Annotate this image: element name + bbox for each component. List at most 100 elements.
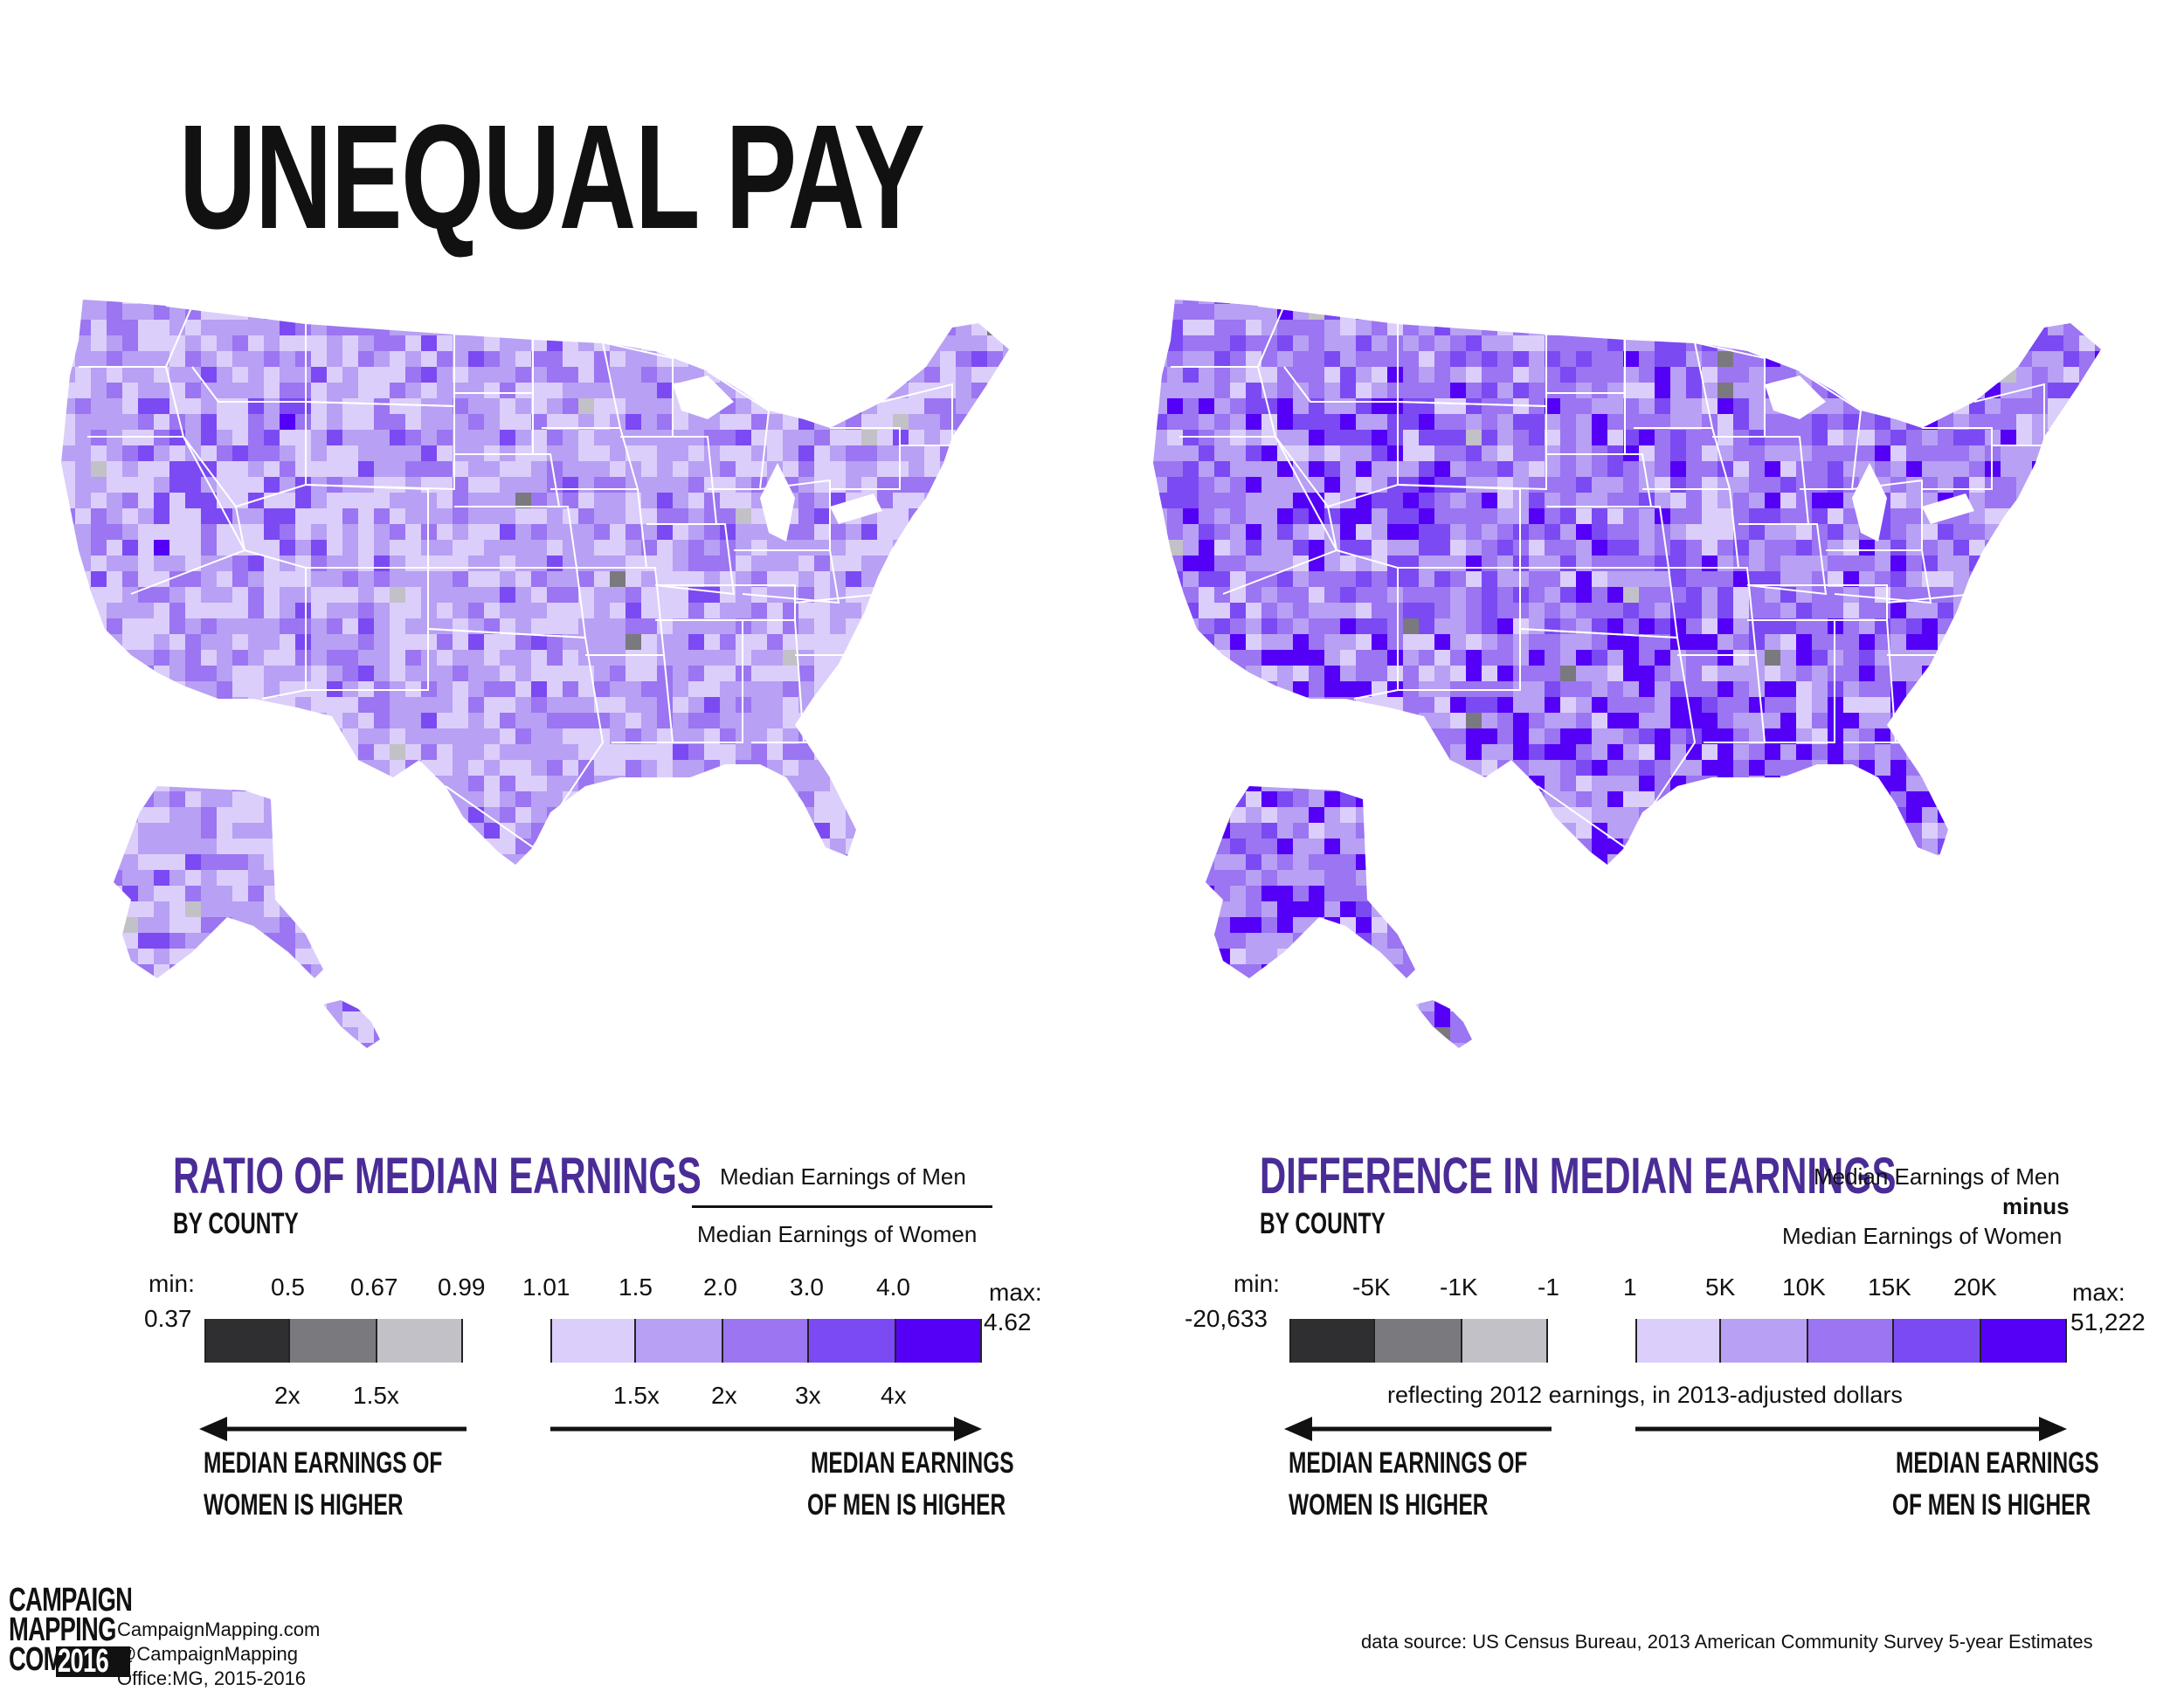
county-cell bbox=[2126, 335, 2143, 352]
county-cell bbox=[641, 618, 658, 635]
county-cell bbox=[342, 839, 359, 855]
county-cell bbox=[154, 807, 170, 824]
county-cell bbox=[2111, 430, 2127, 446]
county-cell bbox=[232, 571, 249, 588]
county-cell bbox=[342, 288, 359, 305]
county-cell bbox=[531, 571, 548, 588]
county-cell bbox=[1167, 288, 1184, 305]
county-cell bbox=[909, 1011, 925, 1028]
county-cell bbox=[1843, 304, 1860, 321]
county-cell bbox=[657, 964, 674, 981]
county-cell bbox=[1513, 603, 1530, 619]
county-cell bbox=[1749, 414, 1766, 431]
county-cell bbox=[185, 320, 202, 336]
county-cell bbox=[2095, 603, 2111, 619]
county-cell bbox=[2001, 320, 2017, 336]
county-cell bbox=[500, 634, 516, 651]
county-cell bbox=[484, 713, 501, 729]
county-cell bbox=[1151, 618, 1168, 635]
county-cell bbox=[1529, 524, 1545, 541]
county-cell bbox=[798, 791, 815, 808]
county-cell bbox=[767, 603, 784, 619]
county-cell bbox=[1922, 477, 1939, 493]
county-cell bbox=[547, 288, 563, 305]
county-cell bbox=[2142, 587, 2159, 604]
county-cell bbox=[1670, 304, 1687, 321]
county-cells bbox=[44, 288, 1118, 1057]
county-cell bbox=[909, 964, 925, 981]
county-cell bbox=[924, 917, 941, 934]
county-cell bbox=[1765, 524, 1781, 541]
county-cell bbox=[1670, 540, 1687, 556]
county-cell bbox=[1875, 414, 1891, 431]
county-cell bbox=[987, 367, 1004, 383]
county-cell bbox=[107, 839, 123, 855]
county-cell bbox=[1097, 776, 1114, 792]
county-cell bbox=[248, 351, 265, 368]
county-cell bbox=[846, 760, 862, 776]
county-cell bbox=[877, 666, 894, 682]
county-cell bbox=[814, 571, 831, 588]
county-cell bbox=[453, 713, 469, 729]
county-cell bbox=[830, 398, 847, 415]
county-cell bbox=[940, 461, 957, 478]
county-cell bbox=[783, 445, 799, 462]
county-cell bbox=[358, 886, 375, 902]
county-cell bbox=[1113, 335, 1118, 352]
county-cell bbox=[531, 744, 548, 761]
county-cell bbox=[1969, 571, 1986, 588]
county-cell bbox=[1560, 477, 1577, 493]
county-cell bbox=[1019, 964, 1035, 981]
county-cell bbox=[44, 508, 60, 525]
county-cell bbox=[846, 807, 862, 824]
county-cell bbox=[1545, 508, 1561, 525]
county-cell bbox=[390, 728, 406, 745]
county-cell bbox=[814, 744, 831, 761]
county-cell bbox=[1003, 791, 1019, 808]
county-cell bbox=[405, 697, 422, 714]
county-cell bbox=[201, 351, 218, 368]
county-cell bbox=[185, 901, 202, 918]
county-cell bbox=[358, 901, 375, 918]
county-cell bbox=[107, 697, 123, 714]
county-cell bbox=[531, 508, 548, 525]
county-cell bbox=[846, 933, 862, 949]
county-cell bbox=[1019, 320, 1035, 336]
county-cell bbox=[1529, 571, 1545, 588]
county-cell bbox=[1003, 634, 1019, 651]
county-cell bbox=[185, 933, 202, 949]
county-cell bbox=[1686, 508, 1703, 525]
county-cell bbox=[75, 571, 92, 588]
county-cell bbox=[374, 697, 390, 714]
county-cell bbox=[751, 854, 768, 871]
county-cell bbox=[1670, 367, 1687, 383]
county-cell bbox=[1277, 493, 1294, 509]
county-cell bbox=[1277, 288, 1294, 305]
county-cell bbox=[122, 445, 139, 462]
county-cell bbox=[1324, 351, 1341, 368]
county-cell bbox=[830, 870, 847, 887]
county-cell bbox=[1466, 383, 1482, 399]
county-cell bbox=[956, 917, 972, 934]
county-cell bbox=[500, 901, 516, 918]
county-cell bbox=[830, 681, 847, 698]
county-cell bbox=[342, 964, 359, 981]
county-cell bbox=[625, 571, 642, 588]
county-cell bbox=[2174, 351, 2184, 368]
county-cell bbox=[185, 980, 202, 997]
county-cell bbox=[1293, 603, 1310, 619]
county-cell bbox=[154, 681, 170, 698]
county-cell bbox=[1419, 603, 1435, 619]
county-cell bbox=[1890, 351, 1907, 368]
county-cell bbox=[311, 697, 328, 714]
county-cell bbox=[201, 666, 218, 682]
county-cell bbox=[1482, 556, 1498, 572]
county-cell bbox=[311, 728, 328, 745]
county-cell bbox=[59, 508, 76, 525]
county-cell bbox=[295, 854, 312, 871]
county-cell bbox=[468, 854, 485, 871]
county-cell bbox=[893, 980, 909, 997]
county-cell bbox=[91, 383, 107, 399]
county-cell bbox=[1113, 886, 1118, 902]
county-cell bbox=[1513, 461, 1530, 478]
